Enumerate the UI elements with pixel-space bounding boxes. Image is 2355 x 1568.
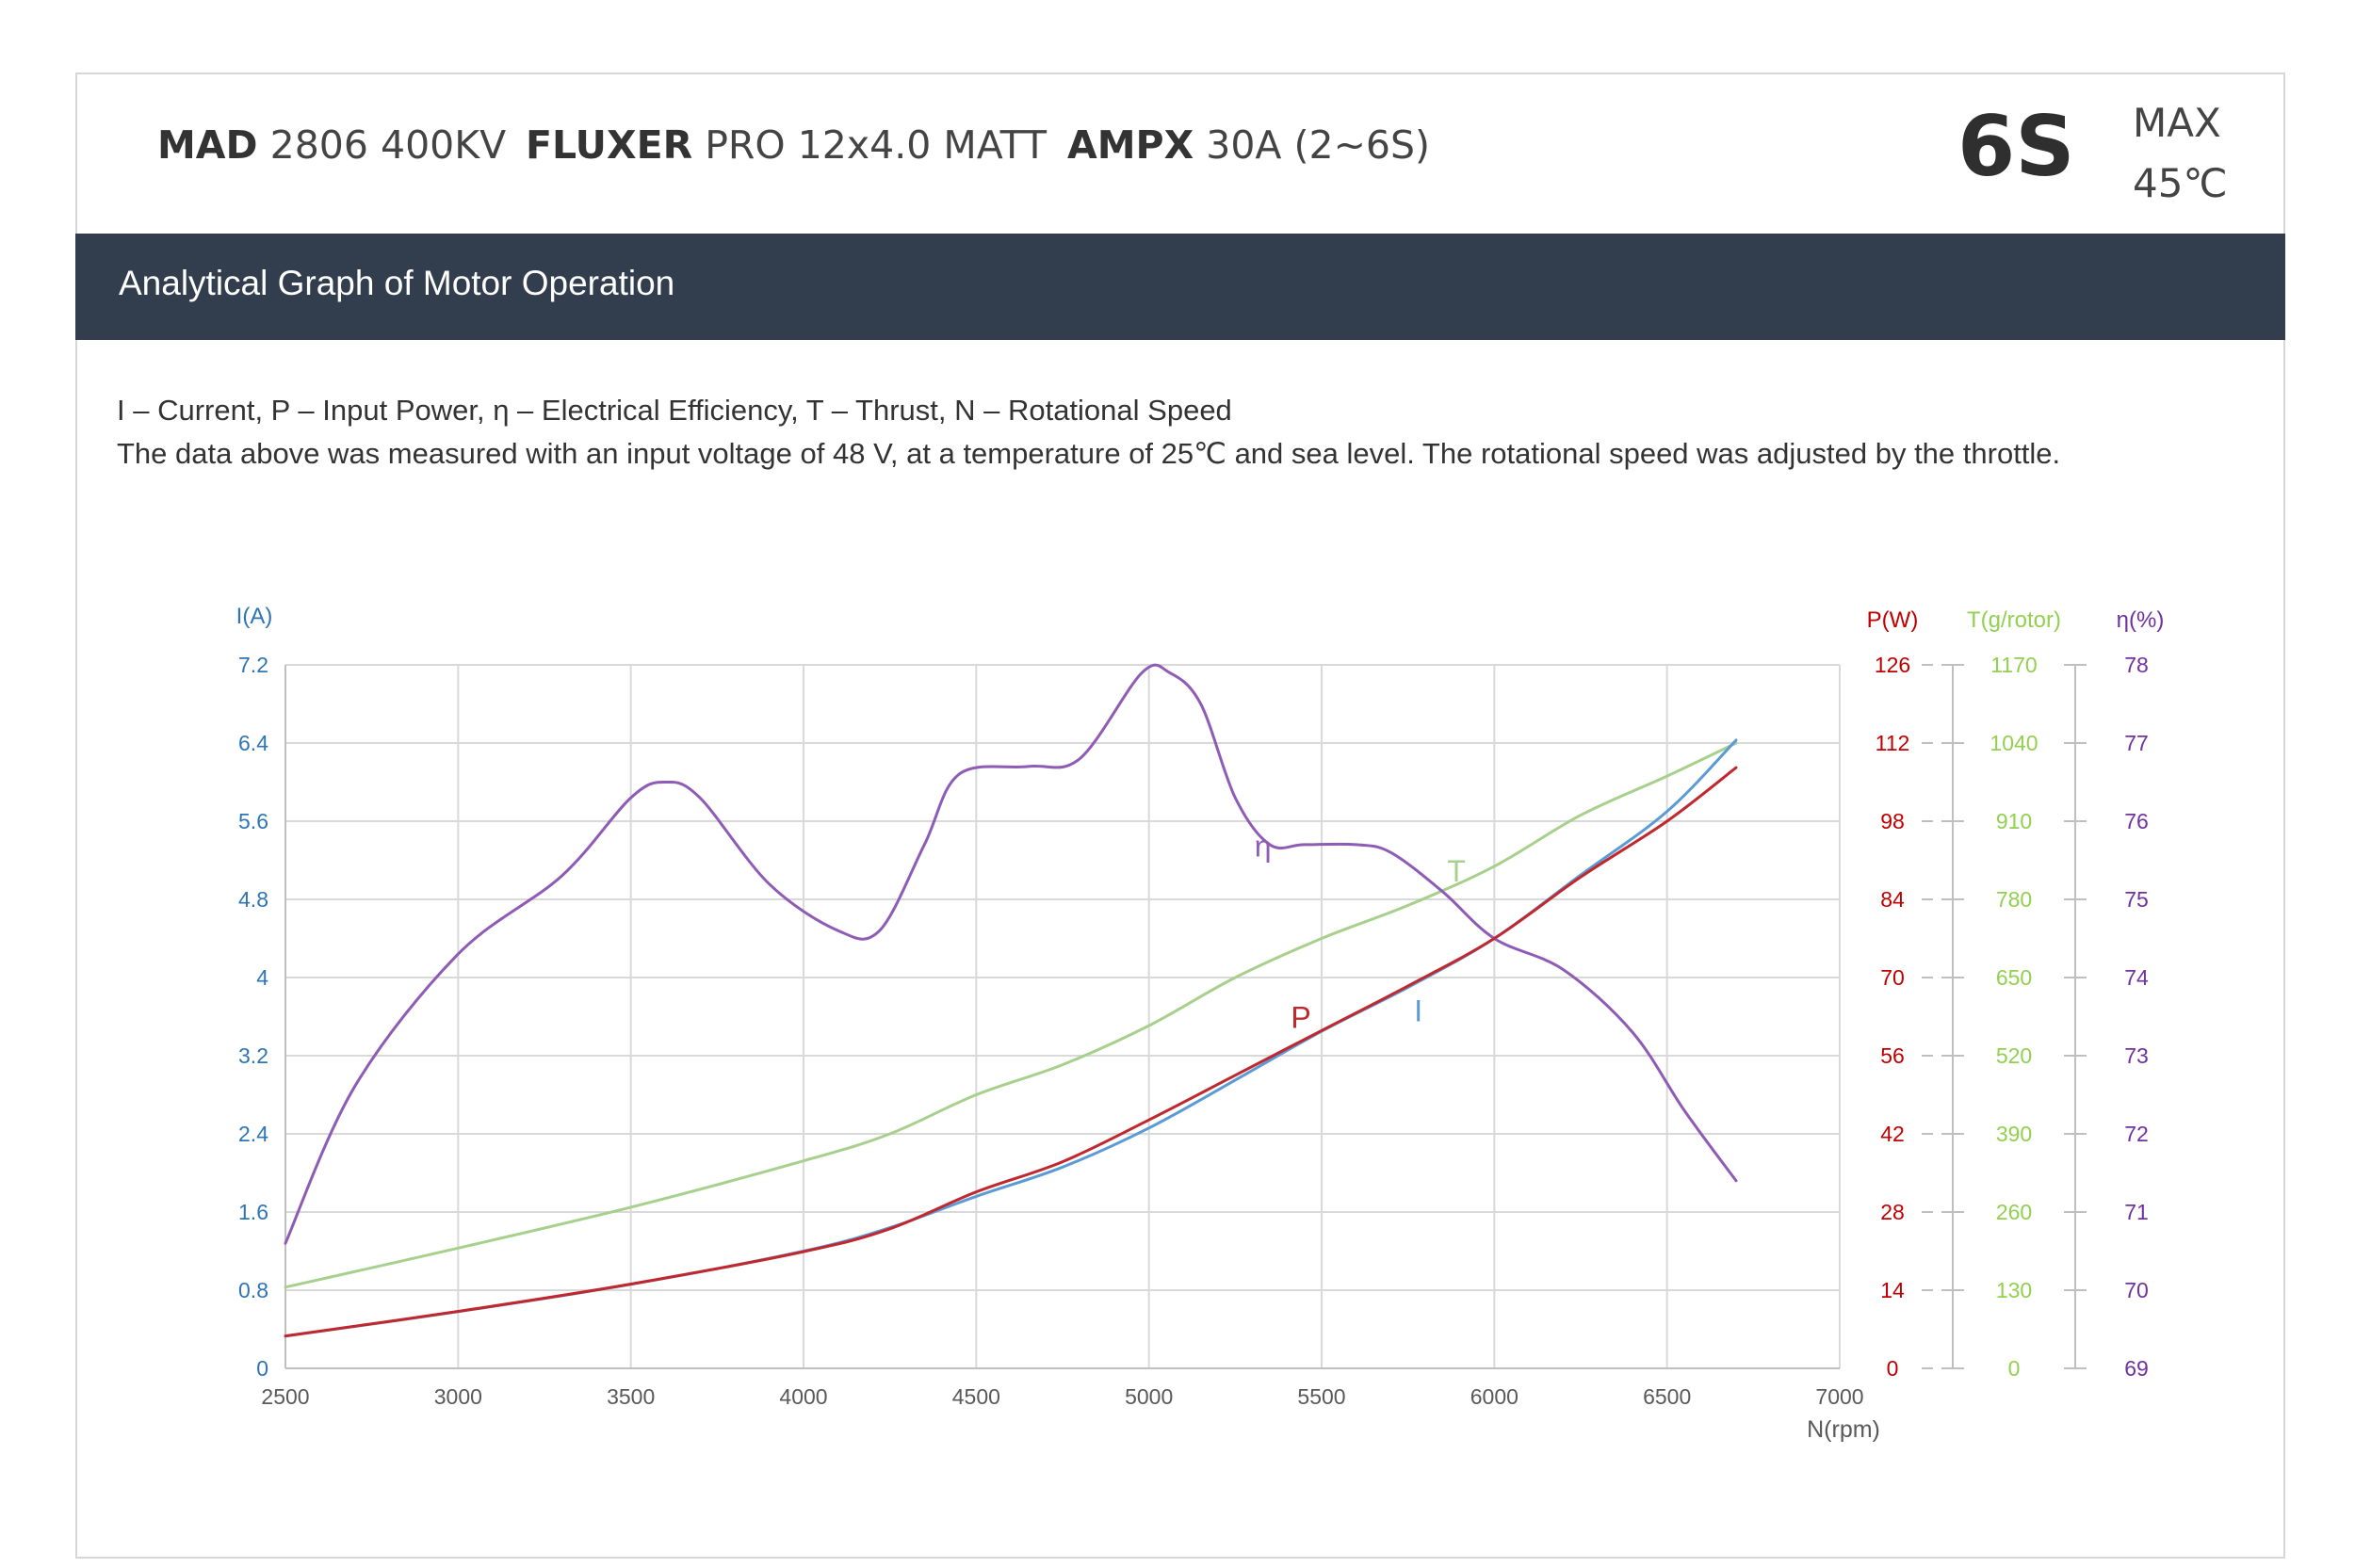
banner-title: Analytical Graph of Motor Operation [119,264,675,302]
right-y-tick-label: 1170 [1990,653,2037,677]
right-y-tick-label: 28 [1880,1200,1905,1224]
right-y-tick-label: 0 [1887,1356,1899,1381]
symbol-legend: I – Current, P – Input Power, η – Electr… [117,394,1232,427]
test-conditions: The data above was measured with an inpu… [117,437,2061,470]
right-y-axis-title: P(W) [1867,607,1919,633]
right-y-tick-label: 70 [1880,965,1905,990]
right-y-tick-label: 98 [1880,809,1905,833]
motor-brand: MAD [157,122,258,168]
left-y-tick-label: 6.4 [238,731,268,755]
max-label: MAX [2133,100,2221,146]
max-temperature: 45℃ [2133,160,2228,206]
right-y-tick-label: 130 [1996,1278,2032,1302]
right-y-tick-label: 910 [1996,809,2032,833]
left-y-tick-label: 1.6 [238,1200,268,1224]
motor-spec: MAD 2806 400KV [157,122,506,168]
right-y-tick-label: 780 [1996,887,2032,912]
esc-model: 30A (2~6S) [1206,122,1431,168]
right-y-tick-label: 72 [2124,1122,2149,1146]
cell-count: 6S [1957,98,2075,195]
series-label-eta: η [1255,829,1272,863]
right-y-axis-title: T(g/rotor) [1967,607,2061,633]
left-y-tick-label: 4 [256,965,268,990]
right-y-tick-label: 56 [1880,1043,1905,1068]
right-y-tick-label: 77 [2124,731,2149,755]
right-y-tick-label: 126 [1875,653,1910,677]
x-tick-label: 6500 [1643,1384,1691,1409]
motor-model: 2806 400KV [269,122,507,168]
left-y-tick-label: 4.8 [238,887,268,912]
propeller-brand: FLUXER [526,122,693,168]
series-label-I: I [1414,994,1422,1028]
left-y-tick-label: 3.2 [238,1043,268,1068]
right-y-tick-label: 73 [2124,1043,2149,1068]
x-tick-label: 2500 [261,1384,309,1409]
x-tick-label: 4500 [952,1384,1000,1409]
right-y-tick-label: 650 [1996,965,2032,990]
x-axis-title: N(rpm) [1807,1416,1880,1443]
left-y-axis-title: I(A) [236,604,273,629]
right-y-tick-label: 14 [1880,1278,1905,1302]
right-y-tick-label: 260 [1996,1200,2032,1224]
x-tick-label: 4000 [779,1384,827,1409]
x-tick-label: 7000 [1815,1384,1863,1409]
x-tick-label: 3000 [434,1384,482,1409]
left-y-tick-label: 0 [256,1356,268,1381]
left-y-tick-label: 2.4 [238,1122,268,1146]
esc-spec: AMPX 30A (2~6S) [1067,122,1430,168]
series-label-P: P [1291,1000,1310,1034]
right-y-tick-label: 520 [1996,1043,2032,1068]
right-y-tick-label: 78 [2124,653,2149,677]
right-y-axis-title: η(%) [2117,607,2165,633]
esc-brand: AMPX [1067,122,1194,168]
right-y-tick-label: 75 [2124,887,2149,912]
propeller-model: PRO 12x4.0 MATT [705,122,1047,168]
right-y-tick-label: 71 [2124,1200,2149,1224]
x-tick-label: 5000 [1125,1384,1173,1409]
left-y-tick-label: 0.8 [238,1278,268,1302]
x-tick-label: 6000 [1470,1384,1519,1409]
series-label-T: T [1447,854,1466,888]
propeller-spec: FLUXER PRO 12x4.0 MATT [526,122,1047,168]
series-line-eta [284,663,1738,1245]
series-line-P [284,766,1738,1338]
right-y-tick-label: 69 [2124,1356,2149,1381]
x-tick-label: 5500 [1297,1384,1345,1409]
gridlines [284,664,1841,1369]
right-y-tick-label: 74 [2124,965,2149,990]
left-y-tick-label: 7.2 [238,653,268,677]
right-y-tick-label: 84 [1880,887,1905,912]
right-y-tick-label: 1040 [1990,731,2038,755]
right-y-tick-label: 70 [2124,1278,2149,1302]
section-banner: Analytical Graph of Motor Operation [75,234,2285,340]
right-y-tick-label: 76 [2124,809,2149,833]
right-y-tick-label: 0 [2008,1356,2021,1381]
series-line-I [284,738,1738,1338]
right-y-tick-label: 42 [1880,1122,1905,1146]
left-y-tick-label: 5.6 [238,809,268,833]
x-tick-label: 3500 [607,1384,655,1409]
right-y-tick-label: 390 [1996,1122,2032,1146]
series-line-T [284,741,1738,1289]
right-y-tick-label: 112 [1876,731,1910,755]
